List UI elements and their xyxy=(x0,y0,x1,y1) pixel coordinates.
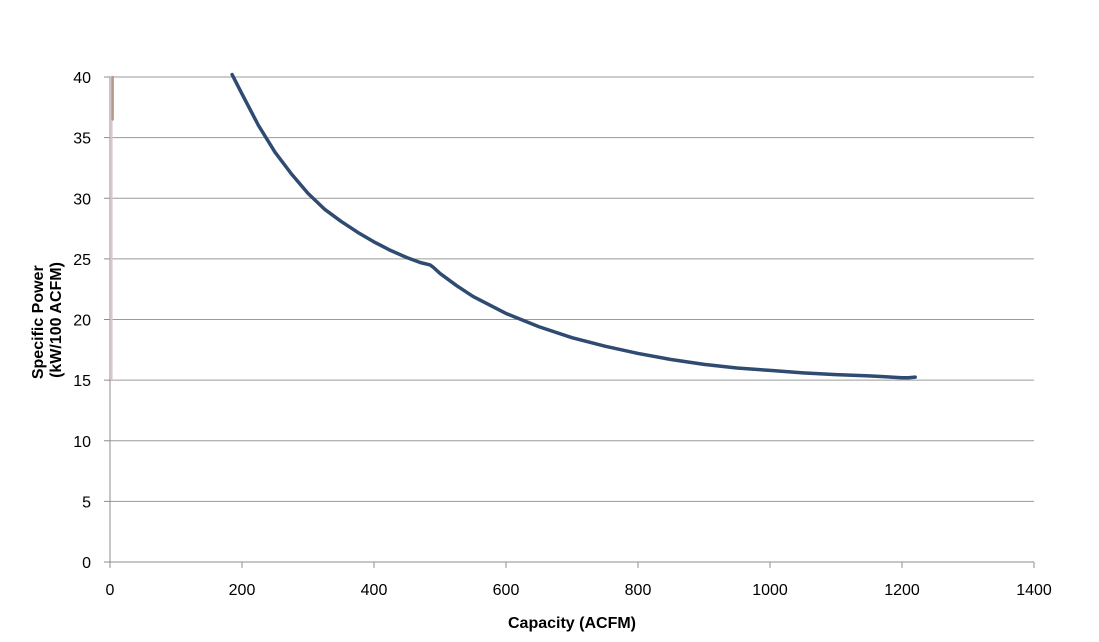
x-axis-title: Capacity (ACFM) xyxy=(508,615,636,632)
y-axis-title: Specific Power (kW/100 ACFM) xyxy=(30,261,65,379)
y-tick-label: 15 xyxy=(73,373,91,390)
y-tick-label: 20 xyxy=(73,313,91,330)
x-tick-label: 0 xyxy=(106,582,115,599)
y-tick-label: 5 xyxy=(82,494,91,511)
y-tick-label: 0 xyxy=(82,555,91,572)
y-tick-label: 35 xyxy=(73,131,91,148)
x-tick-label: 200 xyxy=(229,582,256,599)
y-axis-title-line-1: Specific Power xyxy=(30,265,47,379)
x-tick-label: 1200 xyxy=(884,582,920,599)
y-axis-title-line-2: (kW/100 ACFM) xyxy=(48,262,65,378)
x-tick-label: 400 xyxy=(361,582,388,599)
x-tick-label: 1400 xyxy=(1016,582,1052,599)
y-tick-label: 40 xyxy=(73,70,91,87)
series-line-main xyxy=(230,72,917,380)
axes xyxy=(104,76,1035,568)
y-tick-label: 25 xyxy=(73,252,91,269)
y-tick-label: 30 xyxy=(73,191,91,208)
x-tick-label: 600 xyxy=(493,582,520,599)
gridlines xyxy=(110,76,1034,502)
x-tick-label: 800 xyxy=(625,582,652,599)
series xyxy=(110,72,917,381)
x-tick-label: 1000 xyxy=(752,582,788,599)
y-tick-label: 10 xyxy=(73,434,91,451)
